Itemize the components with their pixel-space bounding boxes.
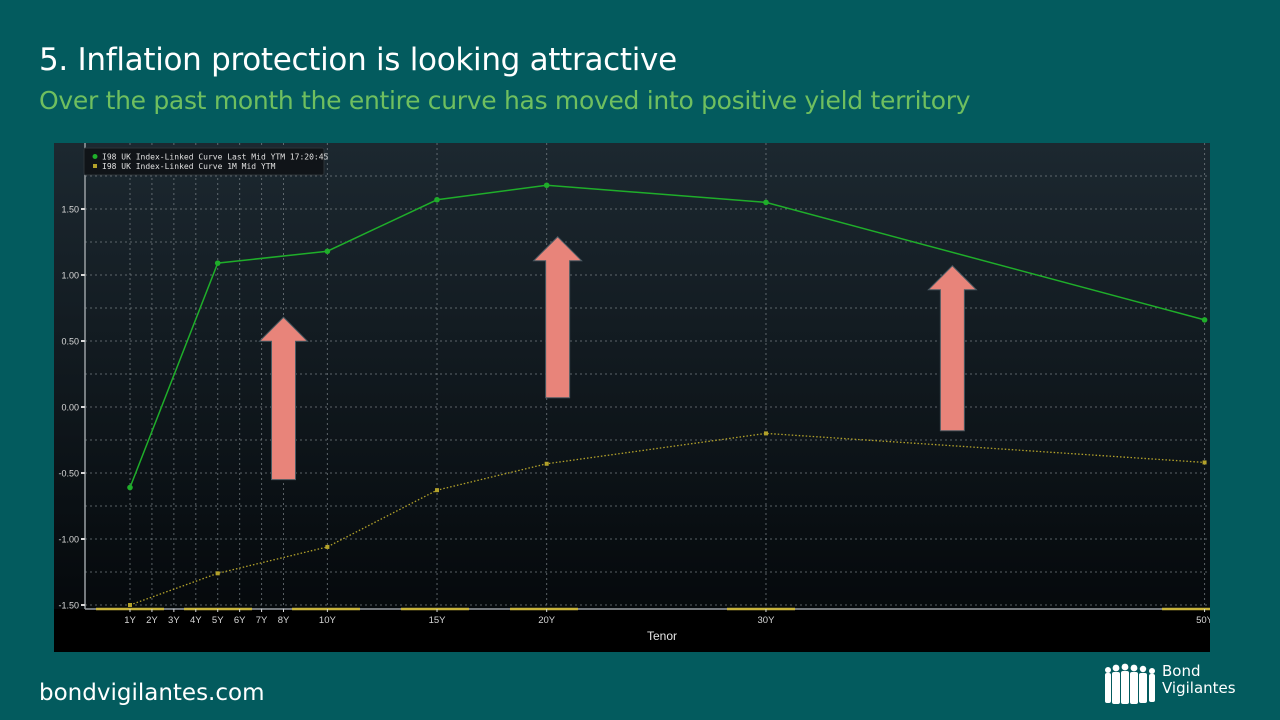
svg-text:8Y: 8Y (278, 615, 290, 626)
svg-text:0.00: 0.00 (61, 403, 79, 413)
chart-series (127, 182, 1208, 607)
svg-text:-0.50: -0.50 (58, 469, 79, 479)
chart-background (54, 143, 1210, 652)
footer-url: bondvigilantes.com (39, 680, 265, 706)
svg-text:4Y: 4Y (190, 615, 202, 626)
x-axis-label: Tenor (647, 629, 677, 643)
bond-vigilantes-logo: Bond Vigilantes (1102, 660, 1252, 710)
svg-text:0.50: 0.50 (61, 337, 79, 347)
svg-text:5Y: 5Y (212, 615, 224, 626)
svg-text:I98 UK Index-Linked Curve Last: I98 UK Index-Linked Curve Last Mid YTM 1… (102, 153, 329, 162)
yield-curve-chart: 1.50 1.00 0.50 0.00 -0.50 -1.00 -1.50 1Y 2Y 3Y 4Y 5… (54, 143, 1214, 652)
svg-text:I98 UK Index-Linked Curve 1M M: I98 UK Index-Linked Curve 1M Mid YTM (102, 162, 276, 171)
chart-legend: I98 UK Index-Linked Curve Last Mid YTM 1… (83, 147, 329, 176)
chart-axes: 1.50 1.00 0.50 0.00 -0.50 -1.00 -1.50 1Y 2Y 3Y 4Y 5… (58, 143, 1214, 626)
slide-title: 5. Inflation protection is looking attra… (39, 42, 677, 78)
svg-text:1.00: 1.00 (61, 271, 79, 281)
up-arrow-icon (258, 316, 309, 481)
svg-text:7Y: 7Y (256, 615, 268, 626)
up-arrow-icon (532, 236, 583, 399)
svg-text:20Y: 20Y (538, 615, 556, 626)
svg-text:-1.50: -1.50 (58, 601, 79, 611)
svg-text:-1.00: -1.00 (58, 535, 79, 545)
up-arrow-icon (927, 265, 978, 432)
svg-text:50Y: 50Y (1196, 615, 1210, 626)
slide-subtitle: Over the past month the entire curve has… (39, 86, 971, 115)
svg-text:10Y: 10Y (319, 615, 337, 626)
svg-text:6Y: 6Y (234, 615, 246, 626)
logo-line-1: Bond (1162, 662, 1201, 680)
logo-line-2: Vigilantes (1162, 679, 1236, 697)
chart-annotations (258, 236, 978, 481)
svg-text:2Y: 2Y (146, 615, 158, 626)
svg-text:1.50: 1.50 (61, 205, 79, 215)
svg-text:3Y: 3Y (168, 615, 180, 626)
svg-text:15Y: 15Y (429, 615, 447, 626)
people-silhouette-icon (1105, 663, 1155, 704)
svg-text:30Y: 30Y (758, 615, 776, 626)
svg-text:1Y: 1Y (124, 615, 136, 626)
